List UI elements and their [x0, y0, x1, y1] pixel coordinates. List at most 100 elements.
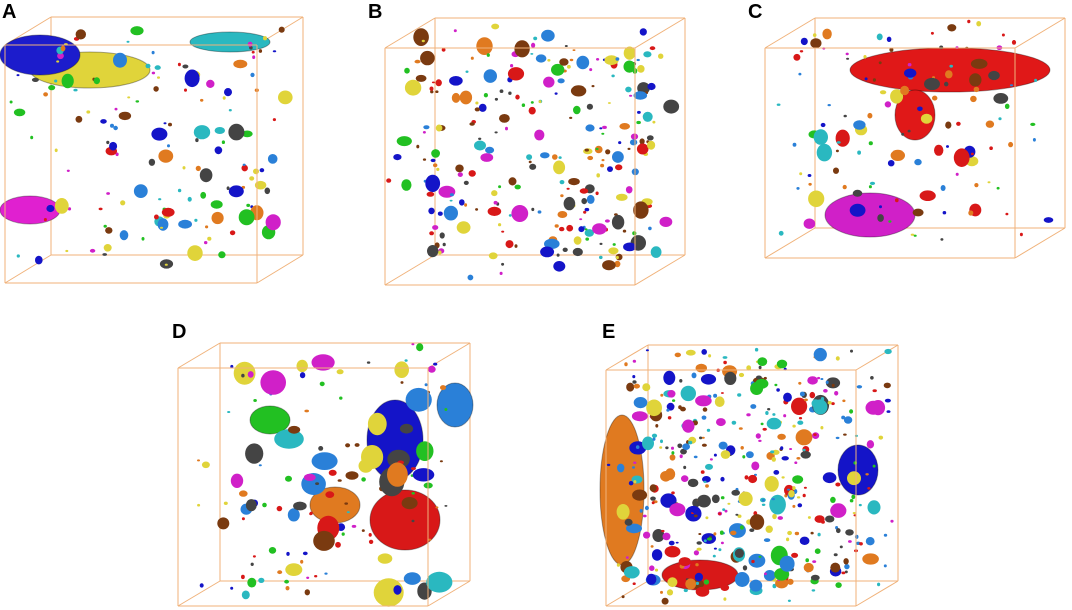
pore — [693, 550, 700, 556]
pore — [618, 141, 622, 145]
pore — [103, 244, 112, 252]
pore — [781, 476, 785, 479]
pore — [429, 231, 434, 236]
pore — [671, 446, 674, 450]
pore — [431, 81, 435, 84]
pore — [833, 553, 838, 557]
pore — [616, 504, 630, 520]
pore — [75, 29, 87, 40]
pore — [604, 219, 610, 223]
pore — [787, 488, 790, 491]
pore — [614, 260, 621, 268]
pore — [623, 46, 636, 60]
pore — [576, 55, 590, 70]
pore — [345, 471, 359, 480]
pore — [568, 178, 580, 186]
pore — [816, 143, 833, 162]
pore — [411, 492, 415, 495]
pore — [228, 123, 245, 141]
pore — [845, 52, 849, 56]
pore — [635, 445, 640, 449]
pore — [932, 95, 938, 101]
pore — [701, 349, 707, 355]
pore — [714, 396, 725, 408]
pore — [288, 425, 301, 434]
pore — [945, 121, 952, 129]
pore — [230, 473, 244, 488]
panel: B — [368, 1, 686, 286]
pore — [667, 577, 678, 588]
pore — [319, 381, 325, 387]
pore — [693, 455, 698, 459]
pore — [113, 125, 118, 131]
pore — [241, 590, 250, 600]
pore — [443, 205, 458, 221]
pore — [854, 534, 859, 539]
pore — [474, 107, 480, 112]
pore — [393, 585, 402, 595]
pore — [844, 570, 848, 574]
pore — [749, 579, 763, 592]
pore — [559, 180, 565, 185]
pore — [680, 406, 686, 412]
pore — [530, 53, 534, 55]
pore — [843, 558, 849, 565]
pore — [723, 597, 727, 601]
pore — [621, 595, 625, 599]
pore — [625, 186, 633, 194]
pore — [1005, 212, 1009, 216]
pore — [705, 463, 713, 470]
pore — [287, 508, 300, 522]
panel: C — [748, 1, 1066, 259]
pore — [444, 408, 448, 411]
pore — [9, 100, 13, 104]
pore — [707, 537, 712, 541]
pore — [158, 149, 174, 163]
pore — [272, 50, 277, 53]
pore — [761, 503, 766, 506]
pore — [286, 551, 290, 556]
pore — [887, 160, 895, 167]
pore — [807, 516, 811, 519]
pore — [988, 70, 1000, 81]
pore — [601, 132, 605, 135]
pore — [318, 446, 324, 451]
pore — [868, 141, 873, 146]
pore — [339, 396, 343, 400]
pore — [222, 96, 226, 100]
pore — [120, 200, 126, 206]
cube-edge — [4, 254, 52, 284]
pore — [465, 70, 469, 73]
pore — [242, 163, 246, 166]
pore — [422, 158, 427, 161]
pore — [783, 392, 792, 402]
pore — [713, 547, 717, 550]
pore — [304, 589, 310, 596]
pore — [636, 120, 641, 125]
pore — [849, 499, 854, 503]
pore — [758, 365, 762, 370]
pore — [718, 441, 728, 450]
panel-label: C — [748, 1, 762, 23]
pore — [113, 52, 127, 68]
pore — [836, 141, 841, 144]
pore — [713, 393, 718, 398]
pore — [632, 489, 648, 501]
pore — [205, 225, 209, 229]
pore — [659, 446, 663, 449]
pore — [210, 200, 223, 209]
pore — [660, 393, 664, 397]
pore — [475, 208, 479, 211]
pore — [114, 107, 118, 111]
pore — [834, 391, 839, 396]
pore — [713, 532, 717, 536]
pore — [1008, 141, 1014, 148]
pore — [692, 510, 697, 514]
pore — [499, 271, 503, 275]
pore — [646, 135, 654, 141]
pore — [886, 410, 891, 413]
pore — [912, 208, 924, 217]
pore — [939, 45, 944, 50]
cube-edge — [764, 17, 816, 49]
pore — [848, 540, 852, 543]
